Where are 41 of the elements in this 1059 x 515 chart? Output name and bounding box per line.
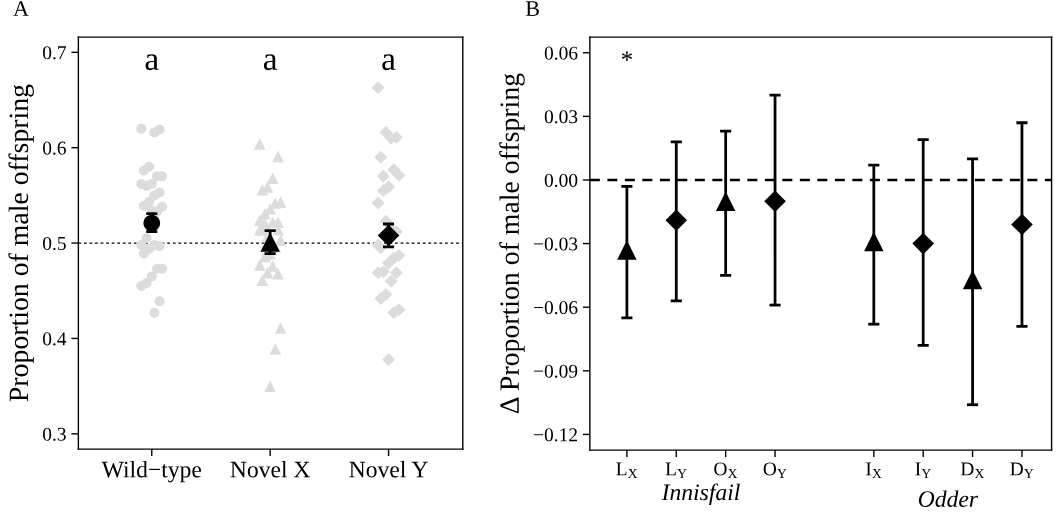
point xyxy=(864,231,884,252)
y-tick-label: 0.3 xyxy=(43,427,66,441)
y-axis-title: Δ Proportion of male offspring xyxy=(499,73,525,414)
x-tick-label: O$_{Y}$ xyxy=(763,462,787,478)
x-tick-label: Wild−type xyxy=(101,460,202,483)
annotation: a xyxy=(263,54,278,71)
x-tick-label: I$_{X}$ xyxy=(866,462,882,478)
y-axis-title: Proportion of male offspring xyxy=(8,84,34,402)
annotation: a xyxy=(145,54,159,71)
x-tick-label: D$_{Y}$ xyxy=(1010,462,1034,478)
x-tick-label: I$_{Y}$ xyxy=(915,462,931,478)
x-tick-label: O$_{X}$ xyxy=(714,462,738,478)
point xyxy=(715,191,736,211)
point xyxy=(1011,213,1033,236)
text: Innisfail xyxy=(661,483,740,506)
point xyxy=(665,209,688,232)
y-tick-label: 0.7 xyxy=(43,46,66,60)
point xyxy=(962,269,983,290)
y-tick-label: −0.09 xyxy=(534,364,578,378)
chart-title: B xyxy=(525,1,539,16)
y-tick-label: 0.00 xyxy=(544,173,578,188)
y-tick-label: −0.12 xyxy=(534,428,577,442)
y-tick-label: −0.03 xyxy=(534,237,578,251)
annotation: a xyxy=(382,54,396,71)
y-tick-label: −0.06 xyxy=(534,301,578,315)
y-tick-label: 0.5 xyxy=(43,236,66,251)
y-tick-label: 0.06 xyxy=(544,46,578,60)
x-tick-label: Novel Y xyxy=(349,460,428,478)
x-tick-label: D$_{X}$ xyxy=(960,462,985,478)
y-tick-label: 0.03 xyxy=(544,110,578,124)
x-tick-label: Novel X xyxy=(230,460,311,478)
text: Odder xyxy=(918,490,979,508)
x-tick-label: L$_{X}$ xyxy=(616,462,638,478)
x-tick-label: L$_{Y}$ xyxy=(665,462,687,478)
y-tick-label: 0.6 xyxy=(43,141,66,155)
point xyxy=(912,232,934,255)
point xyxy=(764,190,786,212)
annotation: * xyxy=(621,51,632,61)
chart-title: A xyxy=(13,1,29,16)
point xyxy=(617,240,637,260)
y-tick-label: 0.4 xyxy=(43,332,67,346)
